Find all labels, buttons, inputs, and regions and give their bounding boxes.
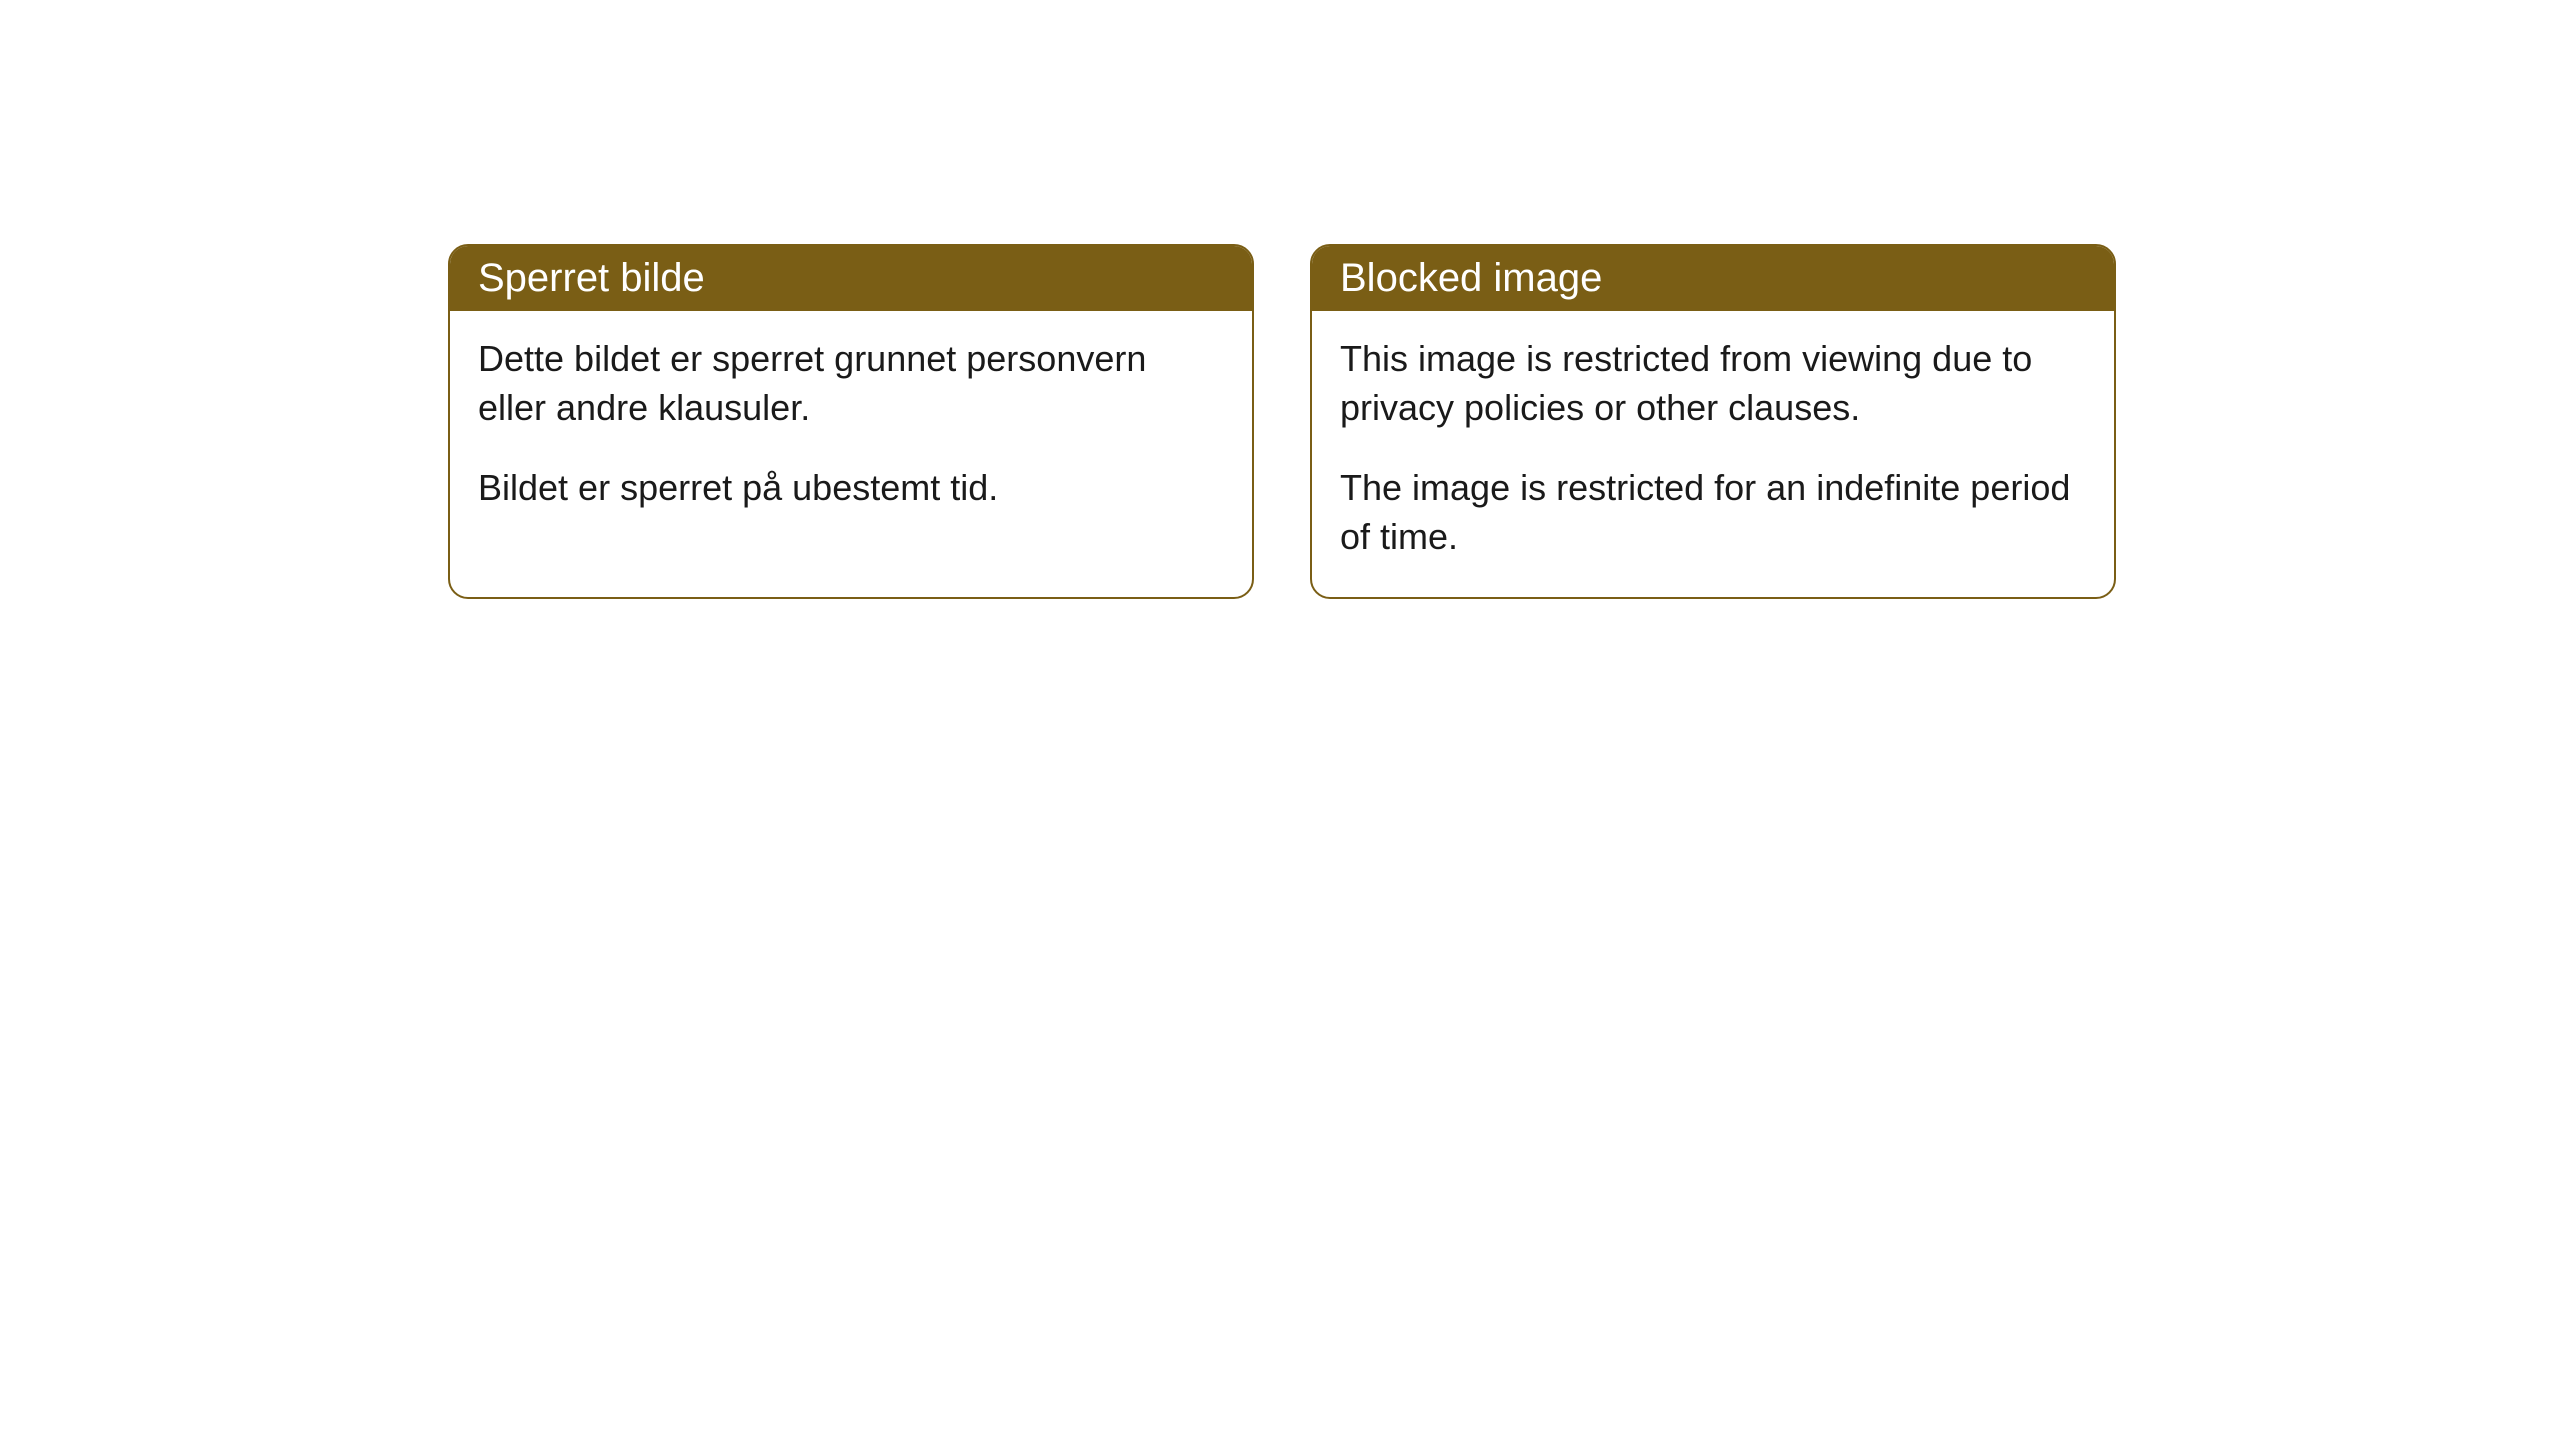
card-title: Blocked image xyxy=(1340,256,1602,300)
card-title: Sperret bilde xyxy=(478,256,705,300)
card-header-norwegian: Sperret bilde xyxy=(450,246,1252,311)
cards-container: Sperret bilde Dette bildet er sperret gr… xyxy=(0,0,2560,599)
card-paragraph: The image is restricted for an indefinit… xyxy=(1340,464,2086,561)
card-body-english: This image is restricted from viewing du… xyxy=(1312,311,2114,597)
card-header-english: Blocked image xyxy=(1312,246,2114,311)
card-english: Blocked image This image is restricted f… xyxy=(1310,244,2116,599)
card-paragraph: Bildet er sperret på ubestemt tid. xyxy=(478,464,1224,513)
card-norwegian: Sperret bilde Dette bildet er sperret gr… xyxy=(448,244,1254,599)
card-paragraph: Dette bildet er sperret grunnet personve… xyxy=(478,335,1224,432)
card-paragraph: This image is restricted from viewing du… xyxy=(1340,335,2086,432)
card-body-norwegian: Dette bildet er sperret grunnet personve… xyxy=(450,311,1252,549)
